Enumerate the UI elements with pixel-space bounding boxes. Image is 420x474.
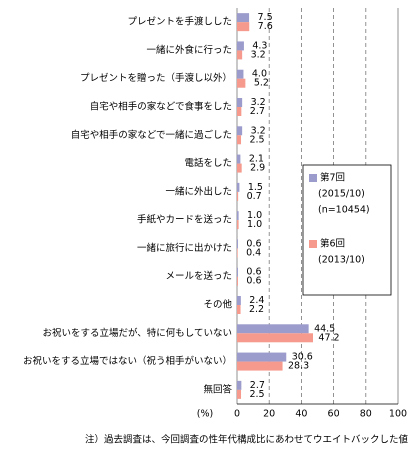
bar <box>237 163 242 173</box>
value-label: 2.7 <box>250 106 265 117</box>
bar <box>237 276 238 286</box>
value-label: 2.4 <box>249 295 264 306</box>
legend-box <box>302 164 392 296</box>
bar <box>237 13 250 23</box>
bar <box>237 380 242 390</box>
y-tick-label: 一緒に外食に行った <box>146 44 232 56</box>
value-label: 2.5 <box>249 134 264 145</box>
y-tick-label: 自宅や相手の家などで食事をした <box>90 101 232 113</box>
y-tick-label: 手紙やカードを送った <box>137 214 232 226</box>
bar <box>237 191 239 201</box>
x-tick-label: 80 <box>360 409 372 420</box>
y-tick-label: プレゼントを手渡しした <box>127 16 232 28</box>
x-tick-label: 60 <box>328 409 340 420</box>
value-label: 0.6 <box>246 276 261 287</box>
bar <box>237 107 242 116</box>
x-tick-label: 100 <box>389 409 407 420</box>
y-tick-label: 電話をした <box>184 157 232 169</box>
value-label: 44.5 <box>314 323 335 334</box>
value-label: 4.3 <box>252 40 267 51</box>
legend-swatch <box>309 174 317 182</box>
bar <box>237 389 242 399</box>
value-label: 3.2 <box>251 49 266 60</box>
x-tick-label: 0 <box>234 409 240 420</box>
bar <box>237 220 239 230</box>
legend-period: (2015/10) <box>318 189 365 200</box>
bar <box>237 211 239 221</box>
value-label: 0.6 <box>246 267 261 278</box>
legend-sample: (n=10454) <box>318 205 370 216</box>
bar <box>237 248 238 258</box>
x-axis-label: (%) <box>197 409 213 420</box>
bar <box>237 239 238 249</box>
value-label: 1.0 <box>247 219 262 230</box>
value-label: 7.5 <box>258 12 273 23</box>
bar <box>237 126 243 136</box>
legend-label: 第6回 <box>320 238 345 250</box>
bar <box>237 333 313 343</box>
bar <box>237 69 244 79</box>
value-label: 1.5 <box>248 182 263 193</box>
legend-swatch <box>309 240 317 248</box>
x-tick-label: 40 <box>295 409 307 420</box>
value-label: 3.2 <box>251 125 266 136</box>
footnote: 注）過去調査は、今回調査の性年代構成比にあわせてウエイトバックした値 <box>85 434 409 446</box>
bar <box>237 41 244 51</box>
value-label: 0.7 <box>247 191 262 202</box>
value-label: 47.2 <box>318 332 339 343</box>
legend-period: (2013/10) <box>318 255 365 266</box>
y-tick-label: お祝いをする立場だが、特に何もしていない <box>42 327 232 339</box>
bar <box>237 98 243 107</box>
bar <box>237 361 283 371</box>
y-tick-label: 無回答 <box>203 383 232 395</box>
value-label: 2.2 <box>249 304 264 315</box>
value-label: 4.0 <box>252 69 267 80</box>
bar <box>237 267 238 277</box>
bar <box>237 154 241 164</box>
value-label: 0.6 <box>246 238 261 249</box>
bar <box>237 182 240 192</box>
value-label: 7.6 <box>258 21 273 32</box>
value-label: 2.1 <box>249 154 264 165</box>
y-tick-label: 自宅や相手の家などで一緒に過ごした <box>71 129 232 141</box>
y-tick-label: お祝いをする立場ではない（祝う相手がいない） <box>23 355 232 367</box>
bar <box>237 352 287 362</box>
value-label: 28.3 <box>288 361 309 372</box>
value-label: 0.4 <box>246 247 261 258</box>
value-label: 5.2 <box>254 78 269 89</box>
value-label: 2.9 <box>250 163 265 174</box>
value-label: 30.6 <box>292 352 313 363</box>
y-tick-label: メールを送った <box>165 270 232 282</box>
y-tick-label: 一緒に外出した <box>165 185 232 197</box>
bar <box>237 50 243 60</box>
bar <box>237 22 250 32</box>
bar <box>237 305 241 314</box>
y-tick-label: 一緒に旅行に出かけた <box>137 242 232 254</box>
bar <box>237 324 309 334</box>
bar <box>237 78 246 88</box>
value-label: 2.5 <box>249 389 264 400</box>
y-tick-label: その他 <box>203 299 232 311</box>
value-label: 3.2 <box>251 97 266 108</box>
y-tick-label: プレゼントを贈った（手渡し以外） <box>80 72 232 84</box>
bar <box>237 135 242 145</box>
bar <box>237 296 241 305</box>
value-label: 2.7 <box>250 380 265 391</box>
legend-label: 第7回 <box>320 172 345 184</box>
value-label: 1.0 <box>247 210 262 221</box>
x-tick-label: 20 <box>263 409 275 420</box>
